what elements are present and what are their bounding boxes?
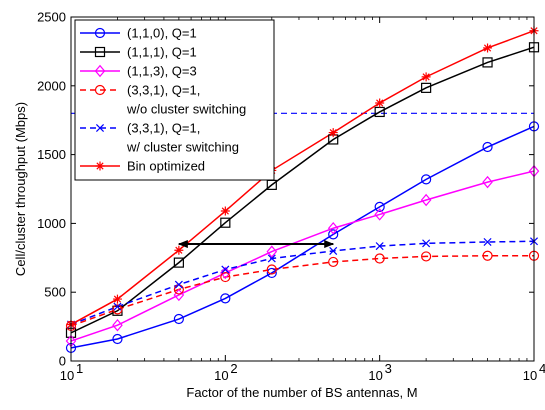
y-tick-label-4: 1500 (37, 147, 66, 162)
series-2-point-8 (421, 82, 432, 93)
series-6-point-9 (483, 43, 493, 53)
legend-label-5: (3,3,1), Q=1, (127, 121, 200, 136)
series-3-point-5 (266, 245, 278, 258)
series-line-5 (71, 240, 534, 326)
series-3-point-4 (220, 266, 231, 280)
series-line-3 (71, 170, 534, 342)
legend-swatch-marker-1 (94, 27, 106, 39)
y-tick-label-5: 2000 (37, 78, 66, 93)
series-1-point-3 (173, 313, 184, 325)
x-tick-exponent-3: 3 (385, 361, 392, 376)
series-1-point-4 (220, 293, 231, 304)
series-4-point-7 (374, 253, 385, 264)
series-4-point-2 (112, 304, 123, 315)
plot-frame (70, 16, 535, 362)
legend-label-4: (3,3,1), Q=1, (127, 83, 200, 98)
series-3-point-8 (420, 193, 432, 207)
series-3-point-6 (327, 221, 339, 235)
series-1-point-9 (482, 141, 493, 153)
series-4-point-4 (220, 271, 231, 283)
series-line-1 (71, 125, 534, 349)
x-tick-label-2: 10 (214, 368, 228, 383)
series-6-point-8 (421, 72, 431, 82)
x-tick-exponent-4: 4 (539, 361, 545, 376)
legend-swatch-marker-4 (94, 84, 106, 96)
series-5-point-2 (113, 302, 122, 311)
series-line-4 (71, 254, 534, 327)
legend-label-5-line2: w/ cluster switching (126, 140, 239, 155)
legend-label-6: Bin optimized (127, 159, 205, 174)
series-line-2 (71, 46, 534, 334)
series-2-point-3 (173, 257, 184, 268)
series-5-point-9 (483, 237, 492, 247)
series-6-point-4 (220, 206, 230, 216)
x-tick-label-3: 10 (368, 368, 382, 383)
legend-label-4-line2: w/o cluster switching (126, 102, 246, 117)
series-3-point-9 (482, 175, 493, 189)
series-5-point-3 (174, 280, 183, 289)
series-5-point-4 (221, 265, 230, 274)
legend: (1,1,0), Q=1 (1,1,1), Q=1 (1,1,3), Q=3 (3,3… (74, 19, 275, 181)
x-tick-label-1: 10 (60, 368, 74, 383)
legend-label-2: (1,1,1), Q=1 (127, 45, 197, 60)
x-axis-label: Factor of the number of BS antennas, M (186, 385, 417, 400)
y-tick-label-2: 500 (44, 285, 66, 300)
series-6-point-6 (328, 128, 338, 138)
y-tick-label-6: 2500 (37, 10, 66, 25)
series-5-point-6 (329, 246, 338, 255)
series-6-point-3 (174, 245, 184, 255)
marker-layer (65, 26, 540, 354)
x-tick-exponent-1: 1 (76, 361, 83, 376)
series-4-point-5 (266, 264, 277, 275)
legend-swatch-marker-2 (94, 46, 106, 58)
y-tick-label-3: 1000 (37, 216, 66, 231)
series-layer (71, 30, 534, 349)
series-4-point-6 (328, 256, 339, 268)
series-5-point-7 (375, 242, 384, 251)
legend-swatch-marker-6 (95, 161, 105, 171)
legend-swatch-marker-5 (95, 123, 105, 133)
series-2-point-4 (220, 217, 231, 228)
series-3-point-2 (112, 318, 123, 332)
y-axis-label: Cell/cluster throughput (Mbps) (13, 102, 28, 276)
series-1-point-2 (112, 333, 123, 345)
series-5-point-5 (267, 254, 276, 263)
series-4-point-8 (421, 251, 432, 262)
x-tick-label-4: 10 (523, 368, 537, 383)
series-5-point-8 (422, 239, 431, 248)
series-1-point-6 (328, 229, 339, 240)
legend-swatch-marker-3 (94, 64, 106, 78)
series-6-point-2 (112, 294, 122, 304)
x-tick-exponent-2: 2 (230, 361, 237, 376)
y-tick-label-1: 0 (59, 354, 66, 369)
series-1-point-5 (266, 267, 277, 279)
legend-label-3: (1,1,3), Q=3 (127, 64, 197, 79)
series-1-point-7 (374, 201, 385, 212)
series-6-point-7 (375, 98, 385, 108)
legend-label-1: (1,1,0), Q=1 (127, 26, 197, 41)
series-line-6 (71, 30, 534, 326)
series-3-point-7 (374, 208, 385, 221)
series-1-point-8 (421, 174, 432, 185)
series-4-point-9 (482, 250, 493, 261)
legend-box (74, 19, 275, 181)
series-2-point-9 (482, 57, 493, 68)
